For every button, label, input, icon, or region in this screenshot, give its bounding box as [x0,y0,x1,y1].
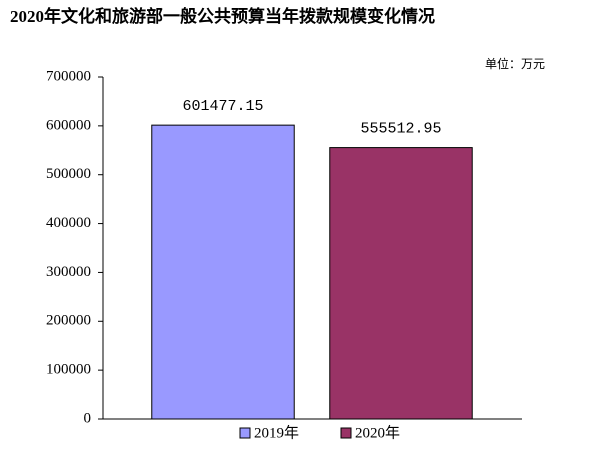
value-label: 555512.95 [360,121,441,138]
y-tick-label: 500000 [46,166,91,182]
legend-label: 2019年 [254,424,299,441]
chart-title: 2020年文化和旅游部一般公共预算当年拨款规模变化情况 [10,6,435,26]
value-label: 601477.15 [182,98,263,115]
y-tick-label: 400000 [46,215,91,231]
unit-label: 单位：万元 [485,56,545,71]
legend-swatch [340,427,352,439]
bar [329,147,473,420]
y-tick-label: 600000 [46,117,91,133]
y-tick-label: 100000 [46,362,91,378]
bar [151,124,295,420]
legend-label: 2020年 [355,424,400,441]
y-tick-label: 300000 [46,264,91,280]
y-tick-label: 700000 [46,68,91,84]
y-tick-label: 0 [84,410,92,426]
y-tick-label: 200000 [46,313,91,329]
legend-swatch [239,427,251,439]
